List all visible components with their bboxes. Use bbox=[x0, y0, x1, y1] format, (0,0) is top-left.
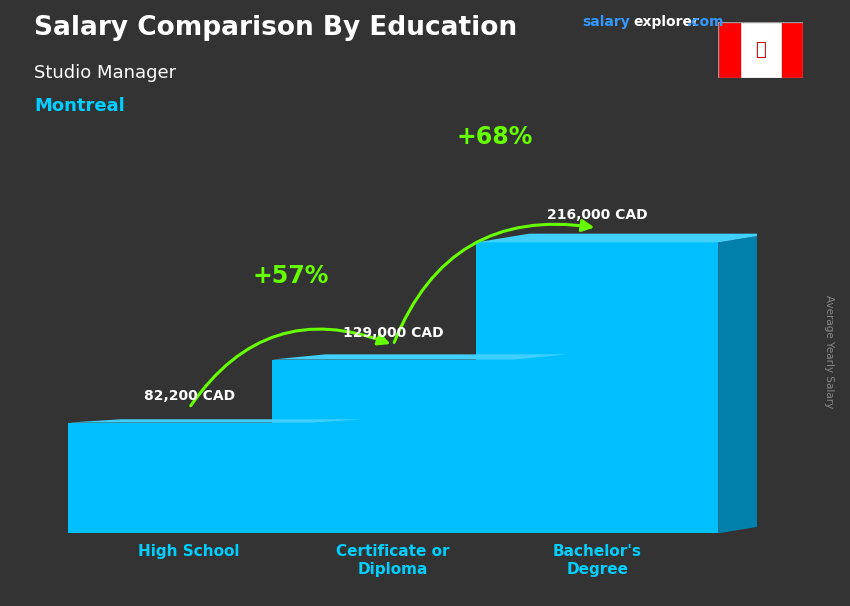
Polygon shape bbox=[272, 355, 568, 359]
Text: 129,000 CAD: 129,000 CAD bbox=[343, 325, 444, 339]
Text: +57%: +57% bbox=[253, 264, 329, 288]
Text: Montreal: Montreal bbox=[34, 97, 125, 115]
Text: Average Yearly Salary: Average Yearly Salary bbox=[824, 295, 834, 408]
Text: explorer: explorer bbox=[633, 15, 699, 29]
Polygon shape bbox=[68, 422, 310, 533]
Polygon shape bbox=[68, 419, 364, 422]
Polygon shape bbox=[272, 359, 514, 533]
Bar bbox=[740, 22, 782, 78]
Bar bbox=[718, 22, 740, 78]
Polygon shape bbox=[476, 234, 772, 242]
Polygon shape bbox=[476, 242, 718, 533]
Text: 82,200 CAD: 82,200 CAD bbox=[144, 388, 235, 402]
Text: Salary Comparison By Education: Salary Comparison By Education bbox=[34, 15, 517, 41]
Bar bbox=[782, 22, 803, 78]
Text: 216,000 CAD: 216,000 CAD bbox=[547, 208, 648, 222]
Text: +68%: +68% bbox=[457, 125, 533, 149]
Text: .com: .com bbox=[687, 15, 724, 29]
Polygon shape bbox=[514, 355, 568, 533]
Text: salary: salary bbox=[582, 15, 630, 29]
Text: Studio Manager: Studio Manager bbox=[34, 64, 176, 82]
Text: 🍁: 🍁 bbox=[756, 41, 766, 59]
Polygon shape bbox=[718, 234, 772, 533]
Polygon shape bbox=[310, 419, 364, 533]
